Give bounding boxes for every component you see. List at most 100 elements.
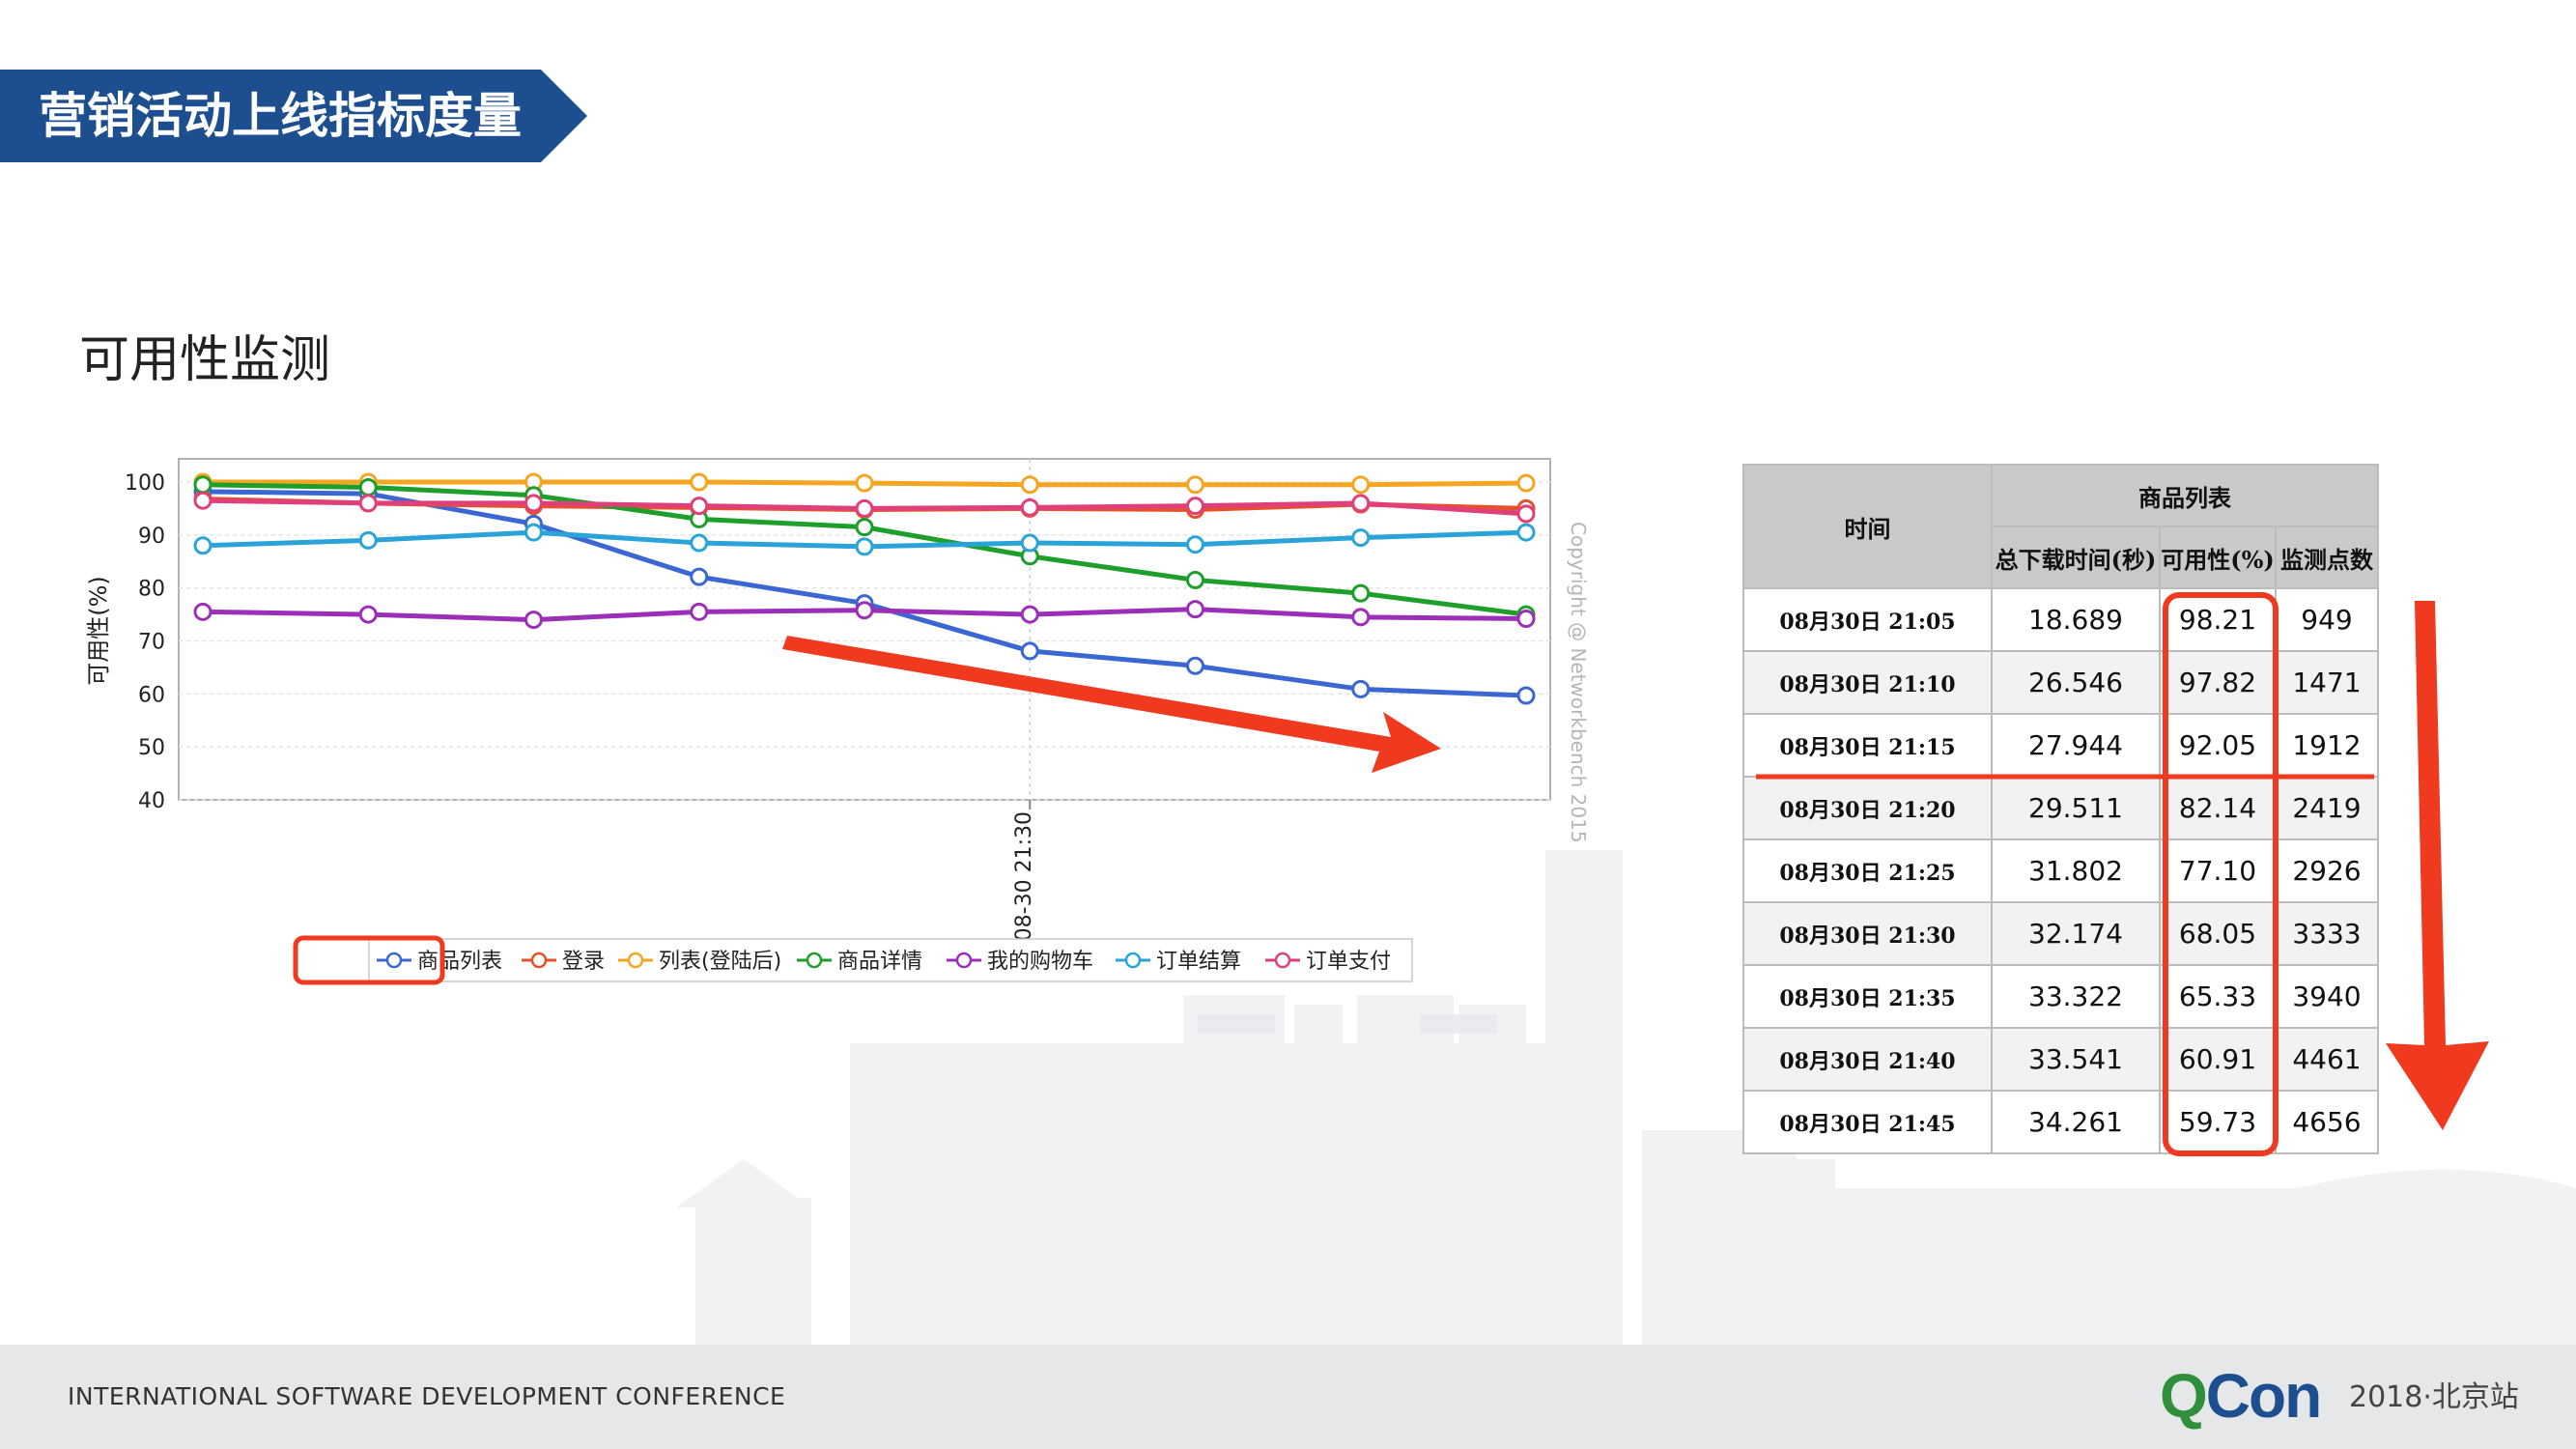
data-point — [690, 567, 709, 586]
availability-line-chart: 100 90 80 70 60 50 40 可用性(%) 08-30 21:30 Copyr… — [85, 458, 1590, 982]
availability-cell: 59.73 — [2159, 1090, 2277, 1154]
chart-series-group — [193, 472, 1536, 705]
points-cell: 949 — [2275, 587, 2379, 652]
section-subtitle: 可用性监测 — [79, 331, 331, 389]
time-cell: 08月30日 21:20 — [1742, 776, 1993, 840]
legend-item: 登录 — [522, 950, 605, 974]
download-cell: 33.541 — [1991, 1027, 2161, 1092]
data-point — [1020, 641, 1039, 661]
download-cell: 26.546 — [1991, 650, 2161, 715]
data-point — [1516, 504, 1536, 524]
points-cell: 3333 — [2275, 901, 2379, 966]
data-point — [1516, 473, 1536, 493]
legend-label: 订单结算 — [1156, 950, 1241, 974]
download-cell: 29.511 — [1991, 776, 2161, 840]
data-point — [1186, 475, 1204, 495]
data-point — [1186, 656, 1204, 675]
data-point — [1351, 494, 1371, 513]
download-cell: 27.944 — [1991, 713, 2161, 778]
availability-cell: 92.05 — [2159, 713, 2277, 778]
y-axis-ticks: 100 90 80 70 60 50 40 — [125, 471, 165, 813]
data-point — [524, 494, 543, 513]
data-point — [690, 533, 709, 553]
availability-cell: 68.05 — [2159, 901, 2277, 966]
points-cell: 2419 — [2275, 776, 2379, 840]
chart-watermark: Copyright @ Networkbench 2015 — [1567, 522, 1590, 843]
data-point — [193, 602, 212, 621]
data-point — [1351, 528, 1371, 548]
data-point — [193, 536, 212, 555]
table-row: 08月30日 21:25 31.802 77.10 2926 — [1742, 838, 2379, 903]
table-row: 08月30日 21:20 29.511 82.14 2419 — [1742, 776, 2379, 840]
legend-label: 商品列表 — [417, 950, 502, 974]
download-cell: 33.322 — [1991, 964, 2161, 1029]
logo-con: Con — [2205, 1361, 2322, 1431]
legend-item: 商品详情 — [797, 950, 922, 974]
legend-label: 我的购物车 — [987, 950, 1093, 974]
header-time: 时间 — [1742, 464, 1993, 589]
y-tick-label: 60 — [138, 683, 165, 707]
time-cell: 08月30日 21:30 — [1742, 901, 1993, 966]
download-cell: 18.689 — [1991, 587, 2161, 652]
y-tick-label: 100 — [125, 471, 165, 496]
data-point — [1186, 497, 1204, 516]
availability-table: 时间 商品列表 总下载时间(秒) 可用性(%) 监测点数 08月30日 21:0… — [1742, 464, 2379, 1154]
series-订单结算 — [193, 523, 1536, 556]
chart-legend: 商品列表 登录 列表(登陆后) 商品详情 我的购物车 订单结算 订单支付 — [368, 938, 1413, 982]
header-group: 商品列表 — [1991, 464, 2379, 527]
data-point — [855, 498, 874, 518]
y-tick-label: 70 — [138, 631, 165, 655]
data-point — [1020, 475, 1039, 495]
legend-item: 列表(登陆后) — [618, 950, 781, 974]
table-row: 08月30日 21:05 18.689 98.21 949 — [1742, 587, 2379, 652]
data-point — [524, 611, 543, 630]
data-point — [1516, 609, 1536, 628]
time-cell: 08月30日 21:45 — [1742, 1090, 1993, 1154]
data-point — [690, 472, 709, 492]
availability-cell: 82.14 — [2159, 776, 2277, 840]
points-cell: 1912 — [2275, 713, 2379, 778]
legend-swatch-marker — [806, 952, 823, 969]
y-axis-label: 可用性(%) — [85, 576, 112, 686]
legend-item: 订单支付 — [1265, 950, 1391, 974]
banner-shape — [0, 70, 587, 162]
legend-swatch-marker — [1124, 952, 1142, 969]
data-point — [1186, 600, 1204, 619]
availability-cell: 98.21 — [2159, 587, 2277, 652]
y-tick-label: 50 — [138, 736, 165, 760]
data-point — [524, 523, 543, 542]
data-point — [1020, 605, 1039, 624]
data-point — [1351, 475, 1371, 495]
time-cell: 08月30日 21:05 — [1742, 587, 1993, 652]
page-title: 营销活动上线指标度量 — [39, 88, 522, 144]
data-point — [855, 518, 874, 537]
data-point — [358, 530, 378, 550]
y-tick-label: 90 — [138, 525, 165, 549]
y-tick-label: 40 — [138, 789, 165, 813]
data-point — [1020, 533, 1039, 553]
time-cell: 08月30日 21:25 — [1742, 838, 1993, 903]
data-point — [1020, 497, 1039, 517]
header-monitor-points: 监测点数 — [2275, 526, 2379, 589]
table-row: 08月30日 21:40 33.541 60.91 4461 — [1742, 1027, 2379, 1092]
legend-swatch-marker — [530, 952, 548, 969]
time-cell: 08月30日 21:40 — [1742, 1027, 1993, 1092]
download-cell: 31.802 — [1991, 838, 2161, 903]
points-cell: 3940 — [2275, 964, 2379, 1029]
legend-label: 订单支付 — [1306, 950, 1391, 974]
series-订单支付 — [193, 491, 1536, 524]
footer: INTERNATIONAL SOFTWARE DEVELOPMENT CONFE… — [0, 1345, 2576, 1449]
table-row: 08月30日 21:35 33.322 65.33 3940 — [1742, 964, 2379, 1029]
y-tick-label: 80 — [138, 578, 165, 602]
points-cell: 1471 — [2275, 650, 2379, 715]
logo-q: Q — [2160, 1361, 2208, 1431]
table-row: 08月30日 21:10 26.546 97.82 1471 — [1742, 650, 2379, 715]
header-availability: 可用性(%) — [2159, 526, 2277, 589]
data-point — [855, 473, 874, 493]
availability-cell: 65.33 — [2159, 964, 2277, 1029]
data-point — [358, 494, 378, 513]
legend-swatch-marker — [1274, 952, 1291, 969]
x-tick-label: 08-30 21:30 — [1012, 811, 1036, 941]
